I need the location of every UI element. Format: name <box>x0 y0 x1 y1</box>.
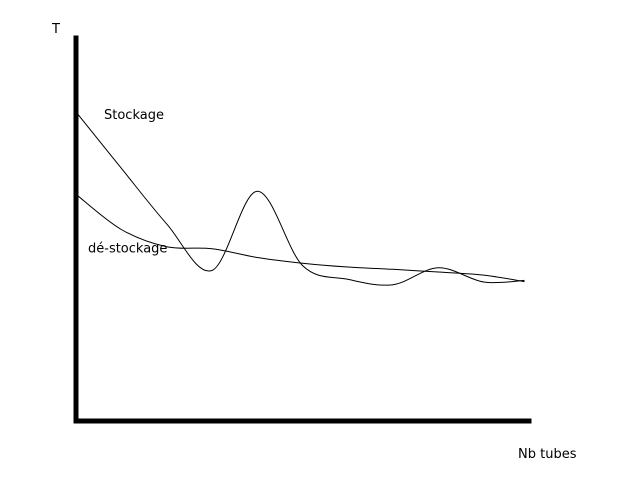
series-label-2: dé-stockage <box>88 241 167 256</box>
x-axis-label: Nb tubes <box>518 447 577 462</box>
series-line-1 <box>75 111 525 286</box>
y-axis-label: T <box>51 22 60 37</box>
series-layer: Stockage dé-stockage <box>75 108 525 286</box>
series-line-2 <box>75 193 525 283</box>
series-label-1: Stockage <box>104 108 164 123</box>
